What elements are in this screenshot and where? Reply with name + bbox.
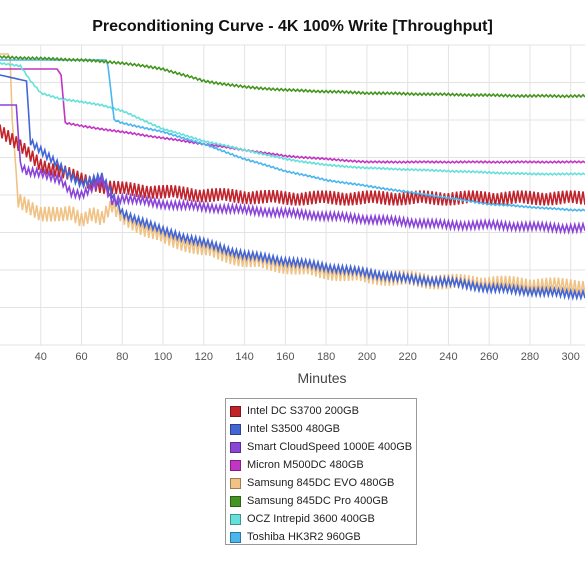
legend-item: Smart CloudSpeed 1000E 400GB (230, 438, 416, 456)
legend-swatch (230, 423, 241, 435)
series-line (0, 54, 585, 99)
legend-label: Toshiba HK3R2 960GB (247, 531, 361, 543)
x-tick-label: 180 (317, 351, 335, 363)
x-tick-label: 200 (358, 351, 376, 363)
legend-swatch (230, 477, 241, 489)
x-tick-label: 240 (439, 351, 457, 363)
series-line (0, 68, 585, 164)
x-tick-label: 160 (276, 351, 294, 363)
x-tick-label: 260 (480, 351, 498, 363)
chart-title: Preconditioning Curve - 4K 100% Write [T… (92, 18, 493, 35)
x-tick-label: 40 (35, 351, 47, 363)
legend-label: Samsung 845DC EVO 480GB (247, 477, 395, 489)
legend-swatch (230, 531, 241, 543)
legend-label: Micron M500DC 480GB (247, 459, 364, 471)
x-tick-label: 100 (154, 351, 172, 363)
legend-item: Intel S3500 480GB (230, 420, 416, 438)
legend-item: Intel DC S3700 200GB (230, 402, 416, 420)
x-tick-label: 140 (235, 351, 253, 363)
legend-label: Intel S3500 480GB (247, 423, 340, 435)
legend-swatch (230, 495, 241, 507)
x-tick-label: 300 (562, 351, 580, 363)
legend-item: Toshiba HK3R2 960GB (230, 528, 416, 546)
legend-item: Samsung 845DC EVO 480GB (230, 474, 416, 492)
x-axis-label: Minutes (297, 370, 346, 386)
legend-item: OCZ Intrepid 3600 400GB (230, 510, 416, 528)
legend-item: Samsung 845DC Pro 400GB (230, 492, 416, 510)
legend-label: Intel DC S3700 200GB (247, 405, 359, 417)
legend-label: OCZ Intrepid 3600 400GB (247, 513, 375, 525)
legend-item: Micron M500DC 480GB (230, 456, 416, 474)
legend-swatch (230, 513, 241, 525)
x-tick-label: 120 (195, 351, 213, 363)
legend-swatch (230, 459, 241, 471)
x-tick-label: 80 (116, 351, 128, 363)
x-tick-label: 220 (398, 351, 416, 363)
x-tick-label: 280 (521, 351, 539, 363)
series-line (0, 74, 585, 302)
legend-swatch (230, 405, 241, 417)
series-line (0, 104, 585, 235)
x-tick-label: 60 (75, 351, 87, 363)
legend-label: Smart CloudSpeed 1000E 400GB (247, 441, 413, 453)
legend-label: Samsung 845DC Pro 400GB (247, 495, 389, 507)
chart-legend: Intel DC S3700 200GB Intel S3500 480GB Sma… (225, 398, 417, 545)
legend-swatch (230, 441, 241, 453)
series-line (0, 61, 585, 176)
